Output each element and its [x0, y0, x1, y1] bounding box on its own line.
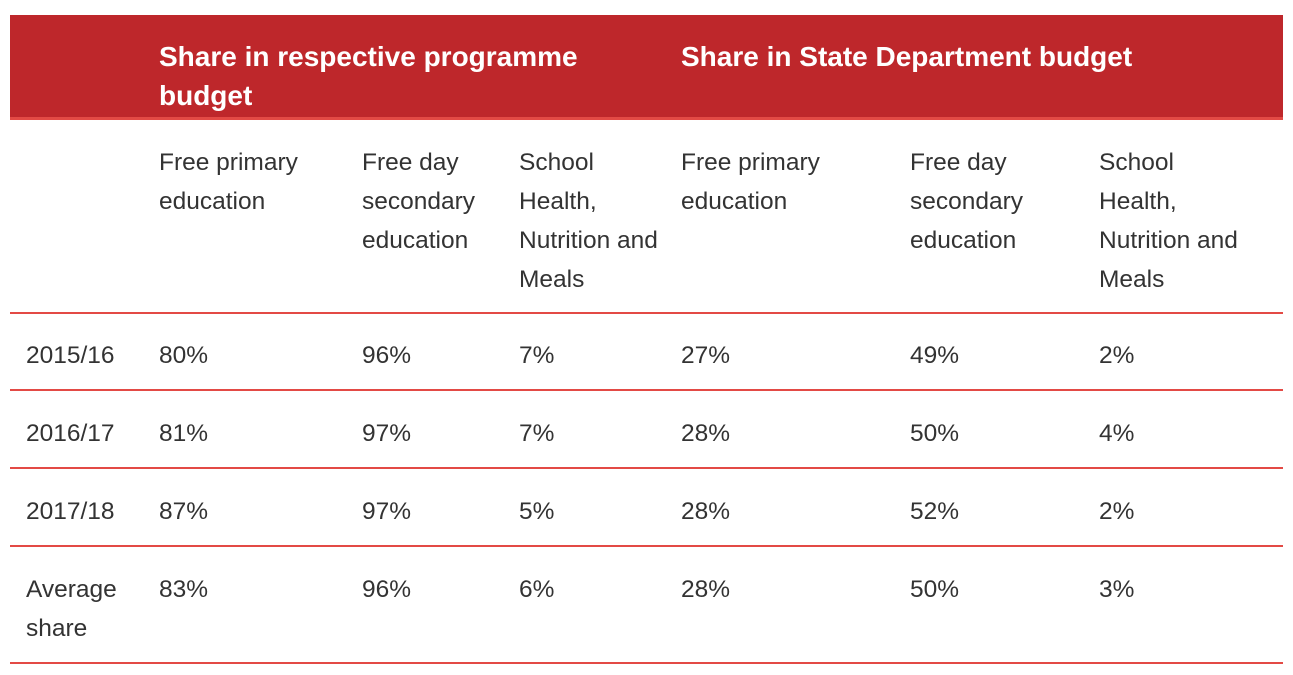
table-cell: 52%: [910, 498, 960, 525]
table-cell: 7%: [519, 420, 555, 447]
table-cell: 28%: [681, 420, 731, 447]
table-cell: 28%: [681, 498, 731, 525]
row-label: Average share: [26, 576, 117, 642]
table-cell: 97%: [362, 420, 412, 447]
table-cell: 7%: [519, 342, 555, 369]
subheader-programme-free-primary: Free primary education: [159, 149, 298, 215]
table-cell: 3%: [1099, 576, 1135, 603]
table-cell: 97%: [362, 498, 412, 525]
table-cell: 83%: [159, 576, 209, 603]
table-cell: 2%: [1099, 498, 1135, 525]
subheader-state-free-day-secondary: Free day secondary education: [910, 149, 1024, 254]
table-cell: 5%: [519, 498, 555, 525]
row-divider: [10, 467, 1283, 469]
table-cell: 49%: [910, 342, 960, 369]
row-label: 2016/17: [26, 420, 115, 447]
row-divider: [10, 545, 1283, 547]
row-label: 2015/16: [26, 342, 115, 369]
row-divider: [10, 662, 1283, 664]
table-cell: 87%: [159, 498, 209, 525]
subheader-state-school-health: School Health, Nutrition and Meals: [1099, 149, 1238, 293]
table-cell: 28%: [681, 576, 731, 603]
table-cell: 50%: [910, 420, 960, 447]
table-cell: 96%: [362, 342, 412, 369]
table-header-band: Share in respective programme budget Sha…: [10, 15, 1283, 117]
table-cell: 96%: [362, 576, 412, 603]
group-header-programme: Share in respective programme budget: [159, 41, 578, 111]
table-cell: 6%: [519, 576, 555, 603]
row-label: 2017/18: [26, 498, 115, 525]
table-cell: 2%: [1099, 342, 1135, 369]
table-cell: 81%: [159, 420, 209, 447]
group-header-state-department: Share in State Department budget: [681, 41, 1133, 72]
row-divider: [10, 389, 1283, 391]
table-cell: 80%: [159, 342, 209, 369]
table-cell: 50%: [910, 576, 960, 603]
table-cell: 27%: [681, 342, 731, 369]
subheader-state-free-primary: Free primary education: [681, 149, 820, 215]
row-divider: [10, 312, 1283, 314]
subheader-programme-school-health: School Health, Nutrition and Meals: [519, 149, 658, 293]
subheader-programme-free-day-secondary: Free day secondary education: [362, 149, 476, 254]
header-divider: [10, 117, 1283, 120]
table-cell: 4%: [1099, 420, 1135, 447]
